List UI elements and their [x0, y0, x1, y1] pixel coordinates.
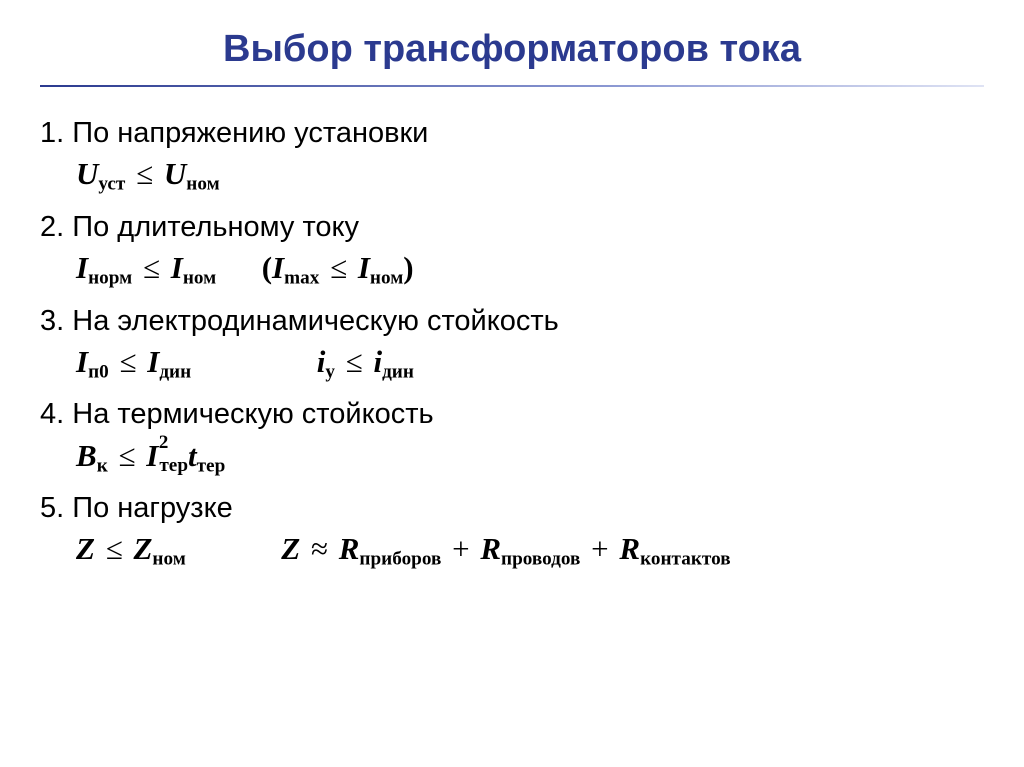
sub: уст	[98, 174, 125, 195]
sub: тер	[159, 455, 188, 476]
sub: max	[284, 267, 319, 288]
var: I	[76, 250, 88, 285]
var: I	[358, 250, 370, 285]
op-le: ≤	[343, 344, 366, 379]
text: На термическую стойкость	[72, 398, 433, 430]
text: По напряжению установки	[72, 117, 428, 149]
var: R	[339, 531, 360, 566]
criterion-4: 4. На термическую стойкость Bк ≤ Iтер2 t…	[40, 396, 984, 476]
criterion-3-formula: Iп0 ≤ Iдин iу ≤ iдин	[76, 345, 984, 383]
criterion-2-heading: 2. По длительному току	[40, 209, 984, 245]
sub: ном	[370, 267, 403, 288]
criterion-4-heading: 4. На термическую стойкость	[40, 396, 984, 432]
sub: п0	[88, 361, 109, 382]
text: По длительному току	[72, 211, 359, 243]
op-approx: ≈	[308, 531, 331, 566]
var: I	[76, 344, 88, 379]
sub: тер	[197, 455, 226, 476]
op-plus: +	[588, 531, 611, 566]
var: t	[188, 438, 197, 473]
var: R	[480, 531, 501, 566]
op-le: ≤	[117, 344, 140, 379]
sub: приборов	[359, 549, 441, 570]
var: B	[76, 438, 97, 473]
op-le: ≤	[327, 250, 350, 285]
criterion-4-formula: Bк ≤ Iтер2 tтер	[76, 439, 984, 477]
var: I	[171, 250, 183, 285]
var: Z	[133, 531, 152, 566]
var: U	[164, 156, 186, 191]
var: i	[373, 344, 382, 379]
criterion-5-formula: Z ≤ Zном Z ≈ Rприборов + Rпроводов + Rко…	[76, 532, 984, 570]
var: I	[147, 344, 159, 379]
sup: 2	[159, 432, 169, 453]
slide: Выбор трансформаторов тока 1. По напряже…	[0, 0, 1024, 767]
var: Z	[76, 531, 95, 566]
var: Z	[281, 531, 300, 566]
criterion-5: 5. По нагрузке Z ≤ Zном Z ≈ Rприборов + …	[40, 490, 984, 570]
sub: контактов	[640, 549, 730, 570]
op-plus: +	[449, 531, 472, 566]
sub: проводов	[501, 549, 580, 570]
slide-title: Выбор трансформаторов тока	[40, 28, 984, 71]
criterion-1: 1. По напряжению установки Uуст ≤ Uном	[40, 115, 984, 195]
criterion-3-heading: 3. На электродинамическую стойкость	[40, 303, 984, 339]
num: 3.	[40, 305, 64, 337]
paren-open: (	[262, 250, 272, 285]
var: I	[146, 438, 158, 473]
criterion-2: 2. По длительному току Iнорм ≤ Iном (Ima…	[40, 209, 984, 289]
text: По нагрузке	[72, 492, 233, 524]
sub: дин	[382, 361, 414, 382]
sub: ном	[183, 267, 216, 288]
op-le: ≤	[133, 156, 156, 191]
criterion-2-formula: Iнорм ≤ Iном (Imax ≤ Iном)	[76, 251, 984, 289]
sub: ном	[152, 549, 185, 570]
var: I	[272, 250, 284, 285]
text: На электродинамическую стойкость	[72, 305, 559, 337]
criterion-1-formula: Uуст ≤ Uном	[76, 157, 984, 195]
sub: дин	[159, 361, 191, 382]
var: R	[619, 531, 640, 566]
title-underline	[40, 85, 984, 87]
num: 1.	[40, 117, 64, 149]
criterion-3: 3. На электродинамическую стойкость Iп0 …	[40, 303, 984, 383]
sub: у	[325, 361, 335, 382]
op-le: ≤	[116, 438, 139, 473]
sub: норм	[88, 267, 132, 288]
criterion-1-heading: 1. По напряжению установки	[40, 115, 984, 151]
num: 2.	[40, 211, 64, 243]
var: U	[76, 156, 98, 191]
sub: ном	[186, 174, 219, 195]
sub: к	[97, 455, 108, 476]
op-le: ≤	[103, 531, 126, 566]
paren-close: )	[403, 250, 413, 285]
op-le: ≤	[140, 250, 163, 285]
num: 4.	[40, 398, 64, 430]
criterion-5-heading: 5. По нагрузке	[40, 490, 984, 526]
num: 5.	[40, 492, 64, 524]
